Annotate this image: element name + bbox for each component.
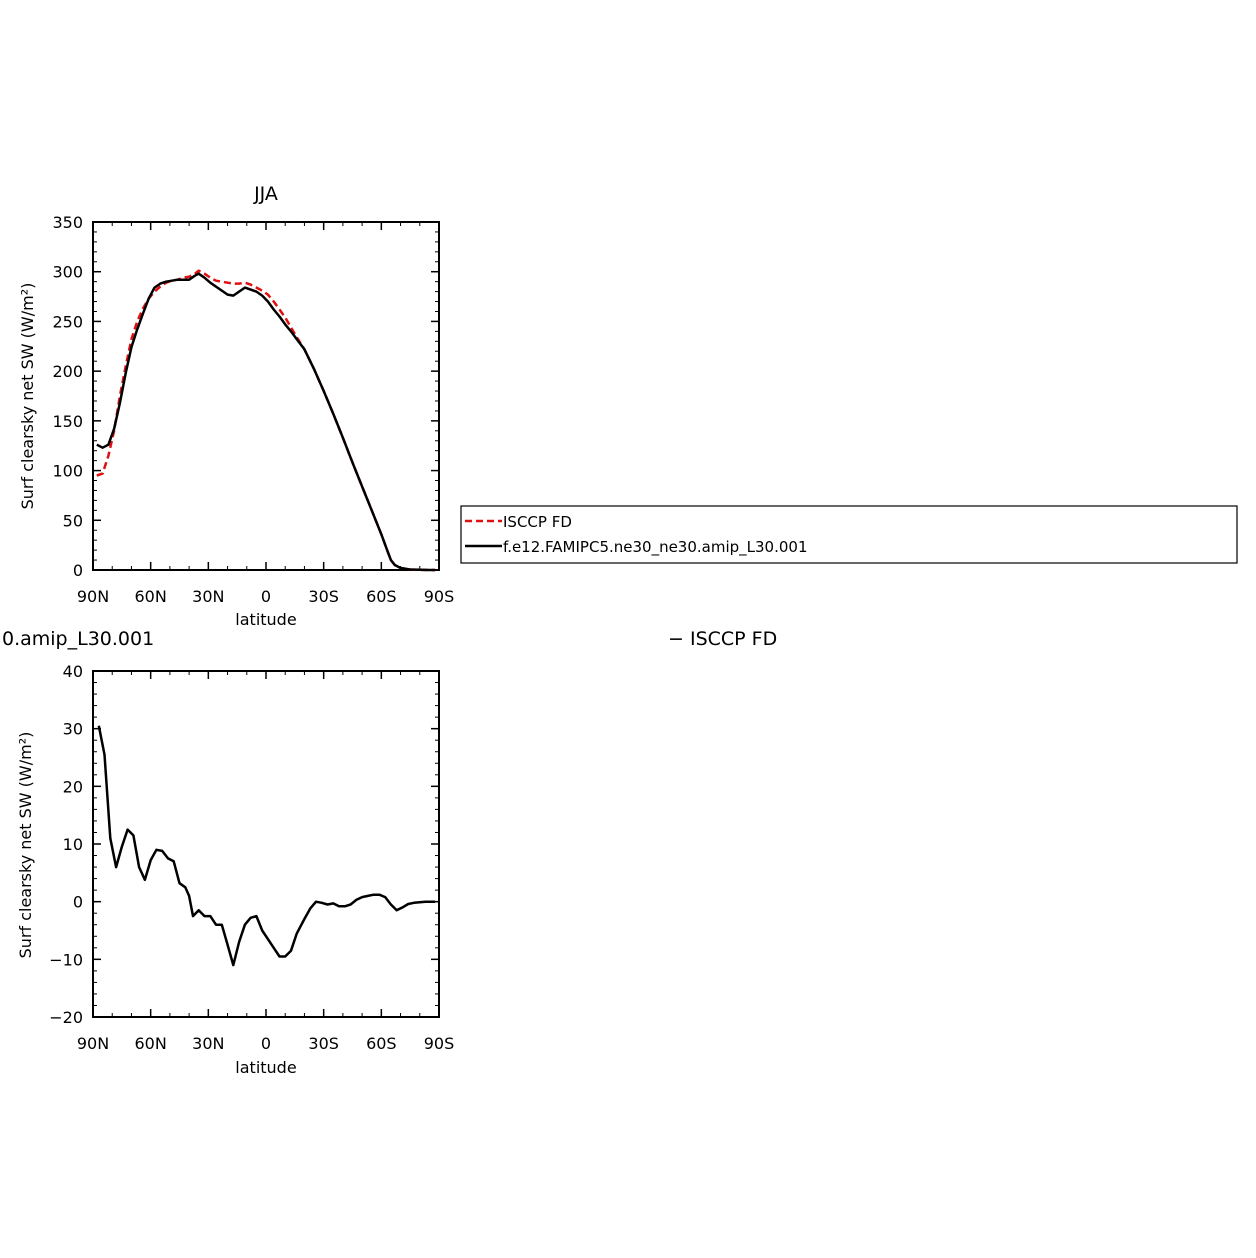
top-panel: JJA 90N 60N 30N 0 30S 60S 90S 0 50 100 150 200 250 30…: [18, 183, 454, 629]
y-tick-label: 50: [63, 511, 83, 530]
x-tick-label: 0: [261, 587, 271, 606]
y-tick-label: 250: [52, 312, 83, 331]
bottom-chart-title-left: 0.amip_L30.001: [2, 628, 154, 650]
x-tick-label: 30N: [192, 1034, 224, 1053]
legend-label-model: f.e12.FAMIPC5.ne30_ne30.amip_L30.001: [503, 538, 808, 557]
bottom-ticks: 90N 60N 30N 0 30S 60S 90S −20 −10 0 10 20 30 40: [49, 662, 454, 1053]
y-tick-label: 10: [63, 835, 83, 854]
y-tick-label: −10: [49, 950, 83, 969]
top-chart-title: JJA: [253, 183, 278, 205]
bottom-plot-frame: [92, 670, 440, 1018]
x-tick-label: 90S: [424, 587, 455, 606]
top-series-lines: [96, 269, 436, 572]
bottom-x-axis-label: latitude: [235, 1058, 296, 1077]
y-tick-label: 0: [73, 893, 83, 912]
x-tick-label: 90N: [77, 1034, 109, 1053]
series-line-1: [96, 272, 436, 572]
bottom-panel: 0.amip_L30.001 − ISCCP FD 90N 60N 30N 0 30S 6…: [2, 628, 777, 1077]
x-tick-label: 60S: [366, 1034, 397, 1053]
top-x-axis-label: latitude: [235, 610, 296, 629]
top-ticks: 90N 60N 30N 0 30S 60S 90S 0 50 100 150 200 250 300 350: [52, 213, 454, 606]
y-tick-label: 150: [52, 412, 83, 431]
y-tick-label: 350: [52, 213, 83, 232]
bottom-series-lines: [97, 725, 436, 967]
y-tick-label: 20: [63, 777, 83, 796]
x-tick-label: 30N: [192, 587, 224, 606]
y-tick-label: −20: [49, 1008, 83, 1027]
x-tick-label: 60S: [366, 587, 397, 606]
bottom-y-axis-label: Surf clearsky net SW (W/m²): [16, 732, 35, 959]
y-tick-label: 30: [63, 720, 83, 739]
y-tick-label: 300: [52, 263, 83, 282]
legend-box: [460, 505, 1238, 564]
series-line-0: [96, 269, 436, 572]
y-tick-label: 40: [63, 662, 83, 681]
legend: ISCCP FD f.e12.FAMIPC5.ne30_ne30.amip_L3…: [460, 505, 1238, 564]
x-tick-label: 90S: [424, 1034, 455, 1053]
x-tick-label: 60N: [135, 1034, 167, 1053]
x-tick-label: 30S: [308, 587, 339, 606]
legend-label-isccp: ISCCP FD: [503, 513, 572, 531]
x-tick-label: 30S: [308, 1034, 339, 1053]
series-line-0: [97, 725, 436, 967]
x-tick-label: 0: [261, 1034, 271, 1053]
y-tick-label: 100: [52, 462, 83, 481]
y-tick-label: 200: [52, 362, 83, 381]
bottom-chart-title-right: − ISCCP FD: [668, 628, 777, 650]
top-y-axis-label: Surf clearsky net SW (W/m²): [18, 283, 37, 510]
top-plot-frame: [92, 221, 440, 571]
x-tick-label: 90N: [77, 587, 109, 606]
y-tick-label: 0: [73, 561, 83, 580]
x-tick-label: 60N: [135, 587, 167, 606]
